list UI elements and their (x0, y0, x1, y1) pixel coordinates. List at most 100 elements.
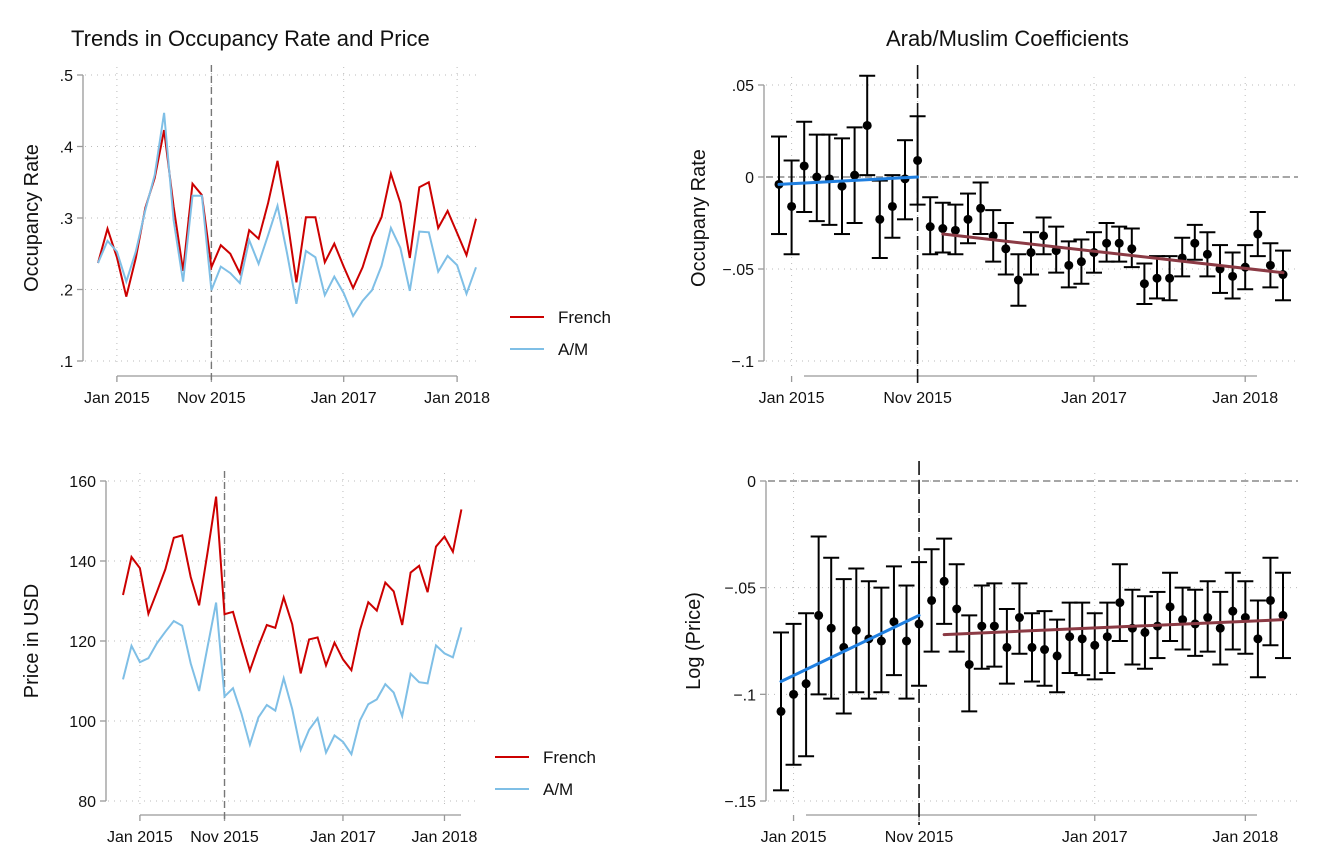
y-tick-label: −.15 (724, 794, 756, 811)
x-tick-label: Jan 2015 (759, 390, 825, 407)
coefficient-point (1228, 606, 1238, 616)
coefficient-point (876, 636, 886, 646)
series-line-am (122, 602, 463, 757)
coefficient-point (1253, 634, 1263, 644)
series-line-french (97, 129, 477, 297)
x-tick-label: Nov 2015 (177, 390, 246, 407)
x-tick-label: Jan 2018 (424, 390, 490, 407)
coefficient-point (1152, 273, 1162, 283)
coefficient-point (1140, 627, 1150, 637)
coefficient-point (938, 224, 948, 234)
y-tick-label: 140 (69, 554, 96, 571)
coefficient-point (1202, 249, 1212, 259)
y-tick-label: .5 (60, 68, 73, 85)
coefficient-point (862, 120, 872, 130)
legend-label: French (543, 748, 596, 767)
x-tick-label: Jan 2018 (1212, 829, 1278, 846)
coefficient-point (776, 706, 786, 716)
coefficient-point (1001, 244, 1011, 254)
fit-line-post-trend (941, 232, 1285, 275)
coefficient-point (1114, 238, 1124, 248)
coefficient-point (1002, 642, 1012, 652)
y-tick-label: 160 (69, 474, 96, 491)
title-coefficients: Arab/Muslim Coefficients (886, 26, 1129, 51)
coefficient-point (939, 576, 949, 586)
coefficient-point (889, 617, 899, 627)
coefficient-point (1026, 247, 1036, 257)
y-tick-label: .2 (60, 283, 73, 300)
y-tick-label: 0 (745, 170, 754, 187)
coefficient-point (1052, 651, 1062, 661)
coefficient-point (977, 621, 987, 631)
y-tick-label: .4 (60, 140, 73, 157)
x-tick-label: Nov 2015 (885, 829, 954, 846)
coefficient-point (1178, 615, 1188, 625)
coefficient-point (964, 659, 974, 669)
x-tick-label: Jan 2015 (761, 829, 827, 846)
x-tick-label: Jan 2018 (1212, 390, 1278, 407)
y-tick-label: .1 (60, 354, 73, 371)
y-tick-label: 120 (69, 634, 96, 651)
coefficient-point (1065, 632, 1075, 642)
coefficient-point (1253, 229, 1263, 239)
fit-line-post-trend (942, 618, 1285, 637)
coefficient-point (850, 170, 860, 180)
coefficient-point (789, 689, 799, 699)
coefficient-point (902, 636, 911, 646)
coefficient-point (1215, 623, 1225, 633)
y-tick-label: .3 (60, 211, 73, 228)
coefficient-point (927, 595, 937, 605)
y-tick-label: 100 (69, 714, 96, 731)
coefficient-point (875, 214, 885, 224)
chart-price-trend: 80 100 120 140 160 Price in USD Jan 2015 Nov 20… (21, 471, 596, 846)
coefficient-point (1139, 279, 1149, 289)
x-tick-label: Jan 2017 (310, 829, 376, 846)
coefficient-point (826, 623, 836, 633)
y-tick-label: −.05 (724, 581, 756, 598)
fit-line-pre-trend (777, 175, 920, 186)
coefficient-point (851, 625, 861, 635)
y-tick-label: 0 (747, 474, 756, 491)
coefficient-point (914, 619, 924, 629)
y-tick-label: −.05 (722, 262, 754, 279)
coefficient-point (1040, 645, 1050, 655)
y-axis-title: Occupancy Rate (21, 144, 43, 292)
chart-price-coefficients: −.15 −.1 −.05 0 Log (Price) Jan 2015 Nov 2015 J… (683, 461, 1298, 846)
legend-label: French (558, 308, 611, 327)
coefficient-point (1265, 595, 1275, 605)
x-tick-label: Jan 2015 (107, 829, 173, 846)
coefficient-point (1064, 260, 1074, 270)
coefficient-point (1190, 238, 1200, 248)
title-trends: Trends in Occupancy Rate and Price (71, 26, 430, 51)
x-tick-label: Nov 2015 (883, 390, 952, 407)
coefficient-point (1165, 602, 1175, 612)
coefficient-point (837, 181, 847, 191)
y-tick-label: −.1 (733, 687, 756, 704)
legend-label: A/M (558, 340, 588, 359)
x-tick-label: Jan 2017 (311, 390, 377, 407)
x-tick-label: Jan 2018 (412, 829, 478, 846)
coefficient-point (1127, 244, 1137, 254)
coefficient-point (1203, 613, 1213, 623)
coefficient-point (1278, 610, 1288, 620)
coefficient-point (1014, 613, 1024, 623)
legend-label: A/M (543, 780, 573, 799)
coefficient-point (787, 201, 797, 211)
x-tick-label: Nov 2015 (190, 829, 259, 846)
chart-occupancy-coefficients: −.1 −.05 0 .05 Occupany Rate Jan 2015 Nov 2015… (688, 65, 1298, 407)
chart-occupancy-trend: .1 .2 .3 .4 .5 Occupancy Rate Jan 2015 Nov 2015… (21, 65, 611, 407)
coefficient-point (1039, 231, 1049, 241)
coefficient-point (801, 679, 811, 689)
coefficient-point (913, 155, 923, 165)
coefficient-point (1228, 271, 1238, 281)
coefficient-point (976, 203, 986, 213)
coefficient-point (1102, 238, 1112, 248)
coefficient-point (814, 610, 824, 620)
coefficient-point (1165, 273, 1175, 283)
series-line-french (122, 496, 463, 674)
coefficient-point (1077, 634, 1087, 644)
coefficient-point (812, 172, 822, 182)
x-tick-label: Jan 2017 (1061, 390, 1127, 407)
coefficient-point (952, 604, 962, 614)
coefficient-point (1027, 642, 1037, 652)
